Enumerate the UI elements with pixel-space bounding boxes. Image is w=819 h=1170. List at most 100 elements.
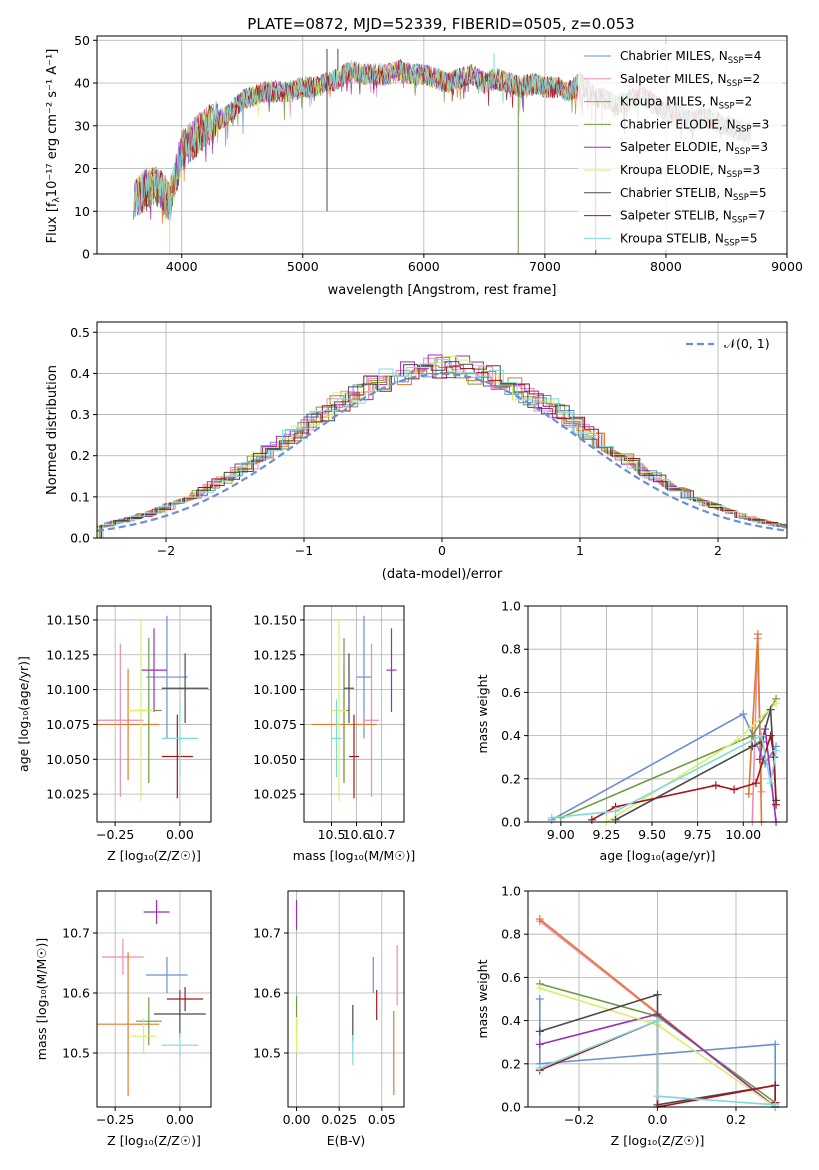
x-axis-label: (data-model)/error — [382, 567, 503, 582]
legend-entry: Kroupa ELODIE, NSSP=3 — [620, 163, 760, 180]
y-tick-label: 0.4 — [501, 728, 521, 743]
y-tick-label: 0.4 — [70, 366, 90, 381]
y-axis-label: mass weight — [475, 674, 490, 753]
x-tick-label: 6000 — [408, 259, 440, 274]
y-tick-label: 10.125 — [46, 647, 90, 662]
y-tick-label: 10.050 — [253, 752, 297, 767]
y-tick-label: 0 — [82, 247, 90, 262]
x-tick-label: 10.00 — [725, 827, 761, 842]
y-tick-label: 0.6 — [501, 685, 521, 700]
y-tick-label: 10.025 — [46, 787, 90, 802]
x-tick-label: −2 — [157, 543, 175, 558]
y-tick-label: 1.0 — [501, 884, 521, 899]
y-tick-label: 10.7 — [62, 926, 90, 941]
legend-box — [578, 44, 782, 250]
x-tick-label: 10.5 — [318, 827, 346, 842]
legend-entry: Chabrier MILES, NSSP=4 — [620, 49, 761, 66]
y-axis-label: Normed distribution — [45, 365, 60, 495]
y-tick-label: 10.050 — [46, 752, 90, 767]
y-tick-label: 0.0 — [501, 1100, 521, 1115]
axes-frame — [96, 321, 788, 539]
y-tick-label: 1.0 — [501, 599, 521, 614]
legend-entry: Chabrier ELODIE, NSSP=3 — [620, 117, 769, 134]
y-tick-label: 10.125 — [253, 647, 297, 662]
x-axis-label: Z [log₁₀(Z/Z☉)] — [107, 848, 201, 863]
y-tick-label: 0.6 — [501, 970, 521, 985]
x-tick-label: 10.6 — [343, 827, 371, 842]
mass-weight-vs-z-panel: −0.2 0.0 0.2 0.0 0.2 0.4 0.6 0.8 1.0 Z [log₁₀(Z/Z… — [475, 884, 788, 1148]
age-vs-z-panel: −0.25 0.00 10.025 10.050 10.075 10.100 10.125 1… — [16, 605, 212, 863]
x-tick-label: 8000 — [650, 259, 682, 274]
legend-entry: Kroupa STELIB, NSSP=5 — [620, 231, 758, 248]
x-tick-label: 9.50 — [638, 827, 666, 842]
y-axis-label: Flux [fλ10⁻¹⁷ erg cm⁻² s⁻¹ A⁻¹] — [45, 49, 62, 244]
x-axis-label: age [log₁₀(age/yr)] — [600, 848, 716, 863]
histogram-step — [101, 364, 787, 538]
y-tick-label: 0.8 — [501, 642, 521, 657]
gaussian-legend-label: 𝒩(0, 1) — [724, 336, 770, 351]
mass-weight-vs-age-panel: 9.00 9.25 9.50 9.75 10.00 0.0 0.2 0.4 0.6 0.8 1.0 a… — [475, 599, 788, 863]
y-axis-label: mass weight — [475, 959, 490, 1038]
legend-entry: Salpeter STELIB, NSSP=7 — [620, 209, 765, 226]
x-axis-label: mass [log₁₀(M/M☉)] — [293, 848, 415, 863]
mass-weight-line — [551, 712, 777, 821]
x-tick-label: −1 — [295, 543, 313, 558]
y-tick-label: 10.100 — [46, 682, 90, 697]
mass-weight-line — [551, 734, 777, 819]
age-vs-mass-panel: 10.510.610.7 10.025 10.050 10.075 10.100 10.1… — [253, 605, 415, 863]
x-tick-label: 0.00 — [166, 1112, 194, 1127]
x-tick-label: 0.00 — [283, 1112, 311, 1127]
mass-vs-ebv-panel: 0.00 0.025 0.05 10.5 10.6 10.7 E(B-V) — [253, 890, 405, 1148]
y-tick-label: 10.075 — [46, 717, 90, 732]
x-axis-label: E(B-V) — [327, 1133, 366, 1148]
y-tick-label: 10.025 — [253, 787, 297, 802]
axes-frame — [303, 605, 405, 823]
x-tick-label: 0.0 — [648, 1112, 668, 1127]
x-tick-label: 0.00 — [166, 827, 194, 842]
x-tick-label: 7000 — [529, 259, 561, 274]
x-tick-label: 9000 — [771, 259, 803, 274]
x-tick-label: 0 — [438, 543, 446, 558]
legend-entry: Chabrier STELIB, NSSP=5 — [620, 186, 767, 203]
x-tick-label: 9.75 — [684, 827, 712, 842]
y-tick-label: 30 — [74, 118, 90, 133]
y-tick-label: 20 — [74, 161, 90, 176]
y-axis-label: age [log₁₀(age/yr)] — [16, 656, 31, 772]
y-tick-label: 0.4 — [501, 1013, 521, 1028]
y-axis-label: mass [log₁₀(M/M☉)] — [34, 938, 49, 1060]
y-tick-label: 40 — [74, 76, 90, 91]
x-tick-label: 1 — [576, 543, 584, 558]
x-tick-label: 10.7 — [368, 827, 396, 842]
y-tick-label: 0.2 — [70, 448, 90, 463]
histogram-panel: −2 −1 0 1 2 0.0 0.1 0.2 0.3 0.4 0.5 𝒩(0, 1) (data-mo… — [45, 321, 788, 582]
y-tick-label: 10.7 — [253, 926, 281, 941]
histogram-step — [96, 369, 787, 538]
y-tick-label: 10.100 — [253, 682, 297, 697]
x-tick-label: 0.025 — [321, 1112, 357, 1127]
x-tick-label: 0.05 — [368, 1112, 396, 1127]
histogram-step — [98, 356, 787, 538]
y-tick-label: 10.150 — [46, 612, 90, 627]
x-axis-label: wavelength [Angstrom, rest frame] — [328, 283, 557, 298]
y-tick-label: 0.2 — [501, 771, 521, 786]
y-tick-label: 10.5 — [62, 1046, 90, 1061]
y-tick-label: 50 — [74, 33, 90, 48]
y-tick-label: 10.5 — [253, 1046, 281, 1061]
spectrum-legend: Chabrier MILES, NSSP=4 Salpeter MILES, NS… — [578, 44, 782, 250]
x-tick-label: 2 — [714, 543, 722, 558]
x-tick-label: 0.2 — [726, 1112, 746, 1127]
y-tick-label: 10.6 — [253, 986, 281, 1001]
legend-entry: Salpeter MILES, NSSP=2 — [620, 72, 760, 89]
y-tick-label: 10 — [74, 204, 90, 219]
y-tick-label: 0.0 — [70, 531, 90, 546]
axes-frame — [96, 35, 788, 255]
x-axis-label: Z [log₁₀(Z/Z☉)] — [611, 1133, 705, 1148]
x-tick-label: 5000 — [287, 259, 319, 274]
x-tick-label: −0.25 — [96, 827, 134, 842]
legend-entry: Salpeter ELODIE, NSSP=3 — [620, 140, 768, 157]
histogram-step — [102, 358, 787, 538]
x-axis-label: Z [log₁₀(Z/Z☉)] — [107, 1133, 201, 1148]
histogram-step — [99, 361, 787, 538]
y-tick-label: 0.8 — [501, 927, 521, 942]
